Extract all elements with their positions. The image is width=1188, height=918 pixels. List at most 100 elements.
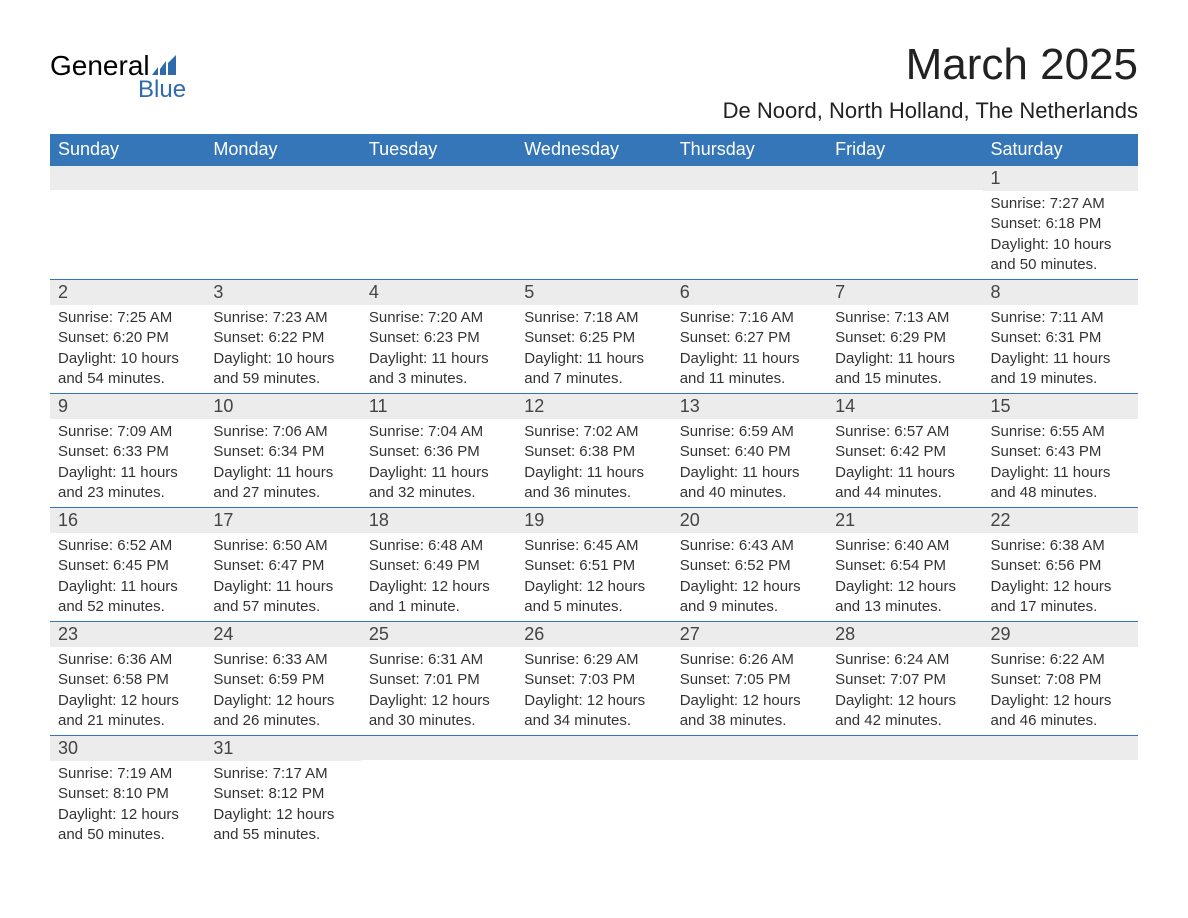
day-data: Sunrise: 7:25 AMSunset: 6:20 PMDaylight:… — [50, 305, 205, 393]
sunset-text: Sunset: 7:01 PM — [369, 670, 508, 690]
day-data — [516, 760, 671, 838]
sunrise-text: Sunrise: 7:23 AM — [213, 308, 352, 328]
day-cell: 6Sunrise: 7:16 AMSunset: 6:27 PMDaylight… — [672, 280, 827, 394]
day-cell — [672, 736, 827, 850]
weekday-header: Saturday — [983, 134, 1138, 166]
day-data: Sunrise: 6:38 AMSunset: 6:56 PMDaylight:… — [983, 533, 1138, 621]
day-cell: 18Sunrise: 6:48 AMSunset: 6:49 PMDayligh… — [361, 508, 516, 622]
weekday-header: Monday — [205, 134, 360, 166]
day-data: Sunrise: 7:16 AMSunset: 6:27 PMDaylight:… — [672, 305, 827, 393]
daylight-text: Daylight: 12 hours and 21 minutes. — [58, 691, 197, 732]
day-data: Sunrise: 6:29 AMSunset: 7:03 PMDaylight:… — [516, 647, 671, 735]
day-data: Sunrise: 6:24 AMSunset: 7:07 PMDaylight:… — [827, 647, 982, 735]
day-data: Sunrise: 6:50 AMSunset: 6:47 PMDaylight:… — [205, 533, 360, 621]
sunset-text: Sunset: 6:36 PM — [369, 442, 508, 462]
day-data: Sunrise: 6:22 AMSunset: 7:08 PMDaylight:… — [983, 647, 1138, 735]
sunrise-text: Sunrise: 7:25 AM — [58, 308, 197, 328]
day-cell: 13Sunrise: 6:59 AMSunset: 6:40 PMDayligh… — [672, 394, 827, 508]
day-number: 22 — [983, 508, 1138, 533]
daylight-text: Daylight: 11 hours and 36 minutes. — [524, 463, 663, 504]
sunrise-text: Sunrise: 6:55 AM — [991, 422, 1130, 442]
day-number: 23 — [50, 622, 205, 647]
day-data: Sunrise: 6:59 AMSunset: 6:40 PMDaylight:… — [672, 419, 827, 507]
day-number — [205, 166, 360, 190]
day-number — [827, 736, 982, 760]
daylight-text: Daylight: 10 hours and 59 minutes. — [213, 349, 352, 390]
day-number: 6 — [672, 280, 827, 305]
day-cell: 31Sunrise: 7:17 AMSunset: 8:12 PMDayligh… — [205, 736, 360, 850]
sunrise-text: Sunrise: 6:50 AM — [213, 536, 352, 556]
day-number — [983, 736, 1138, 760]
day-data: Sunrise: 7:13 AMSunset: 6:29 PMDaylight:… — [827, 305, 982, 393]
sunset-text: Sunset: 7:05 PM — [680, 670, 819, 690]
sunrise-text: Sunrise: 6:24 AM — [835, 650, 974, 670]
day-cell: 21Sunrise: 6:40 AMSunset: 6:54 PMDayligh… — [827, 508, 982, 622]
sunset-text: Sunset: 6:56 PM — [991, 556, 1130, 576]
daylight-text: Daylight: 12 hours and 13 minutes. — [835, 577, 974, 618]
day-cell: 25Sunrise: 6:31 AMSunset: 7:01 PMDayligh… — [361, 622, 516, 736]
sunrise-text: Sunrise: 6:43 AM — [680, 536, 819, 556]
weekday-header: Wednesday — [516, 134, 671, 166]
day-number: 11 — [361, 394, 516, 419]
day-cell: 30Sunrise: 7:19 AMSunset: 8:10 PMDayligh… — [50, 736, 205, 850]
day-number: 24 — [205, 622, 360, 647]
sunrise-text: Sunrise: 7:06 AM — [213, 422, 352, 442]
day-cell: 22Sunrise: 6:38 AMSunset: 6:56 PMDayligh… — [983, 508, 1138, 622]
day-data: Sunrise: 6:55 AMSunset: 6:43 PMDaylight:… — [983, 419, 1138, 507]
day-number: 14 — [827, 394, 982, 419]
daylight-text: Daylight: 11 hours and 27 minutes. — [213, 463, 352, 504]
day-cell: 10Sunrise: 7:06 AMSunset: 6:34 PMDayligh… — [205, 394, 360, 508]
logo: General Blue — [50, 50, 186, 104]
day-data: Sunrise: 7:02 AMSunset: 6:38 PMDaylight:… — [516, 419, 671, 507]
day-number: 26 — [516, 622, 671, 647]
sunrise-text: Sunrise: 7:16 AM — [680, 308, 819, 328]
calendar-body: 1Sunrise: 7:27 AMSunset: 6:18 PMDaylight… — [50, 166, 1138, 850]
sunset-text: Sunset: 8:12 PM — [213, 784, 352, 804]
day-cell — [983, 736, 1138, 850]
sunrise-text: Sunrise: 6:40 AM — [835, 536, 974, 556]
day-number: 19 — [516, 508, 671, 533]
day-data — [361, 760, 516, 838]
sunrise-text: Sunrise: 6:52 AM — [58, 536, 197, 556]
day-data: Sunrise: 6:33 AMSunset: 6:59 PMDaylight:… — [205, 647, 360, 735]
day-data: Sunrise: 6:57 AMSunset: 6:42 PMDaylight:… — [827, 419, 982, 507]
sunrise-text: Sunrise: 6:36 AM — [58, 650, 197, 670]
daylight-text: Daylight: 11 hours and 57 minutes. — [213, 577, 352, 618]
day-data: Sunrise: 7:09 AMSunset: 6:33 PMDaylight:… — [50, 419, 205, 507]
day-cell: 4Sunrise: 7:20 AMSunset: 6:23 PMDaylight… — [361, 280, 516, 394]
day-number: 1 — [983, 166, 1138, 191]
daylight-text: Daylight: 11 hours and 40 minutes. — [680, 463, 819, 504]
day-data: Sunrise: 6:45 AMSunset: 6:51 PMDaylight:… — [516, 533, 671, 621]
day-number: 20 — [672, 508, 827, 533]
day-cell: 1Sunrise: 7:27 AMSunset: 6:18 PMDaylight… — [983, 166, 1138, 280]
day-data: Sunrise: 6:31 AMSunset: 7:01 PMDaylight:… — [361, 647, 516, 735]
day-cell — [672, 166, 827, 280]
day-cell: 19Sunrise: 6:45 AMSunset: 6:51 PMDayligh… — [516, 508, 671, 622]
day-data: Sunrise: 6:52 AMSunset: 6:45 PMDaylight:… — [50, 533, 205, 621]
day-cell: 17Sunrise: 6:50 AMSunset: 6:47 PMDayligh… — [205, 508, 360, 622]
sunset-text: Sunset: 6:34 PM — [213, 442, 352, 462]
sunset-text: Sunset: 6:22 PM — [213, 328, 352, 348]
sunset-text: Sunset: 6:40 PM — [680, 442, 819, 462]
day-number — [361, 736, 516, 760]
sunrise-text: Sunrise: 6:26 AM — [680, 650, 819, 670]
day-data: Sunrise: 6:36 AMSunset: 6:58 PMDaylight:… — [50, 647, 205, 735]
sunset-text: Sunset: 6:23 PM — [369, 328, 508, 348]
sunrise-text: Sunrise: 7:11 AM — [991, 308, 1130, 328]
sunset-text: Sunset: 6:18 PM — [991, 214, 1130, 234]
weekday-header-row: Sunday Monday Tuesday Wednesday Thursday… — [50, 134, 1138, 166]
sunset-text: Sunset: 6:54 PM — [835, 556, 974, 576]
day-cell: 15Sunrise: 6:55 AMSunset: 6:43 PMDayligh… — [983, 394, 1138, 508]
week-row: 30Sunrise: 7:19 AMSunset: 8:10 PMDayligh… — [50, 736, 1138, 850]
daylight-text: Daylight: 12 hours and 42 minutes. — [835, 691, 974, 732]
calendar-table: Sunday Monday Tuesday Wednesday Thursday… — [50, 134, 1138, 849]
daylight-text: Daylight: 11 hours and 11 minutes. — [680, 349, 819, 390]
day-number — [827, 166, 982, 190]
day-data — [361, 190, 516, 268]
daylight-text: Daylight: 12 hours and 5 minutes. — [524, 577, 663, 618]
day-number: 7 — [827, 280, 982, 305]
sunset-text: Sunset: 7:08 PM — [991, 670, 1130, 690]
location: De Noord, North Holland, The Netherlands — [723, 98, 1138, 124]
weekday-header: Friday — [827, 134, 982, 166]
day-number: 16 — [50, 508, 205, 533]
